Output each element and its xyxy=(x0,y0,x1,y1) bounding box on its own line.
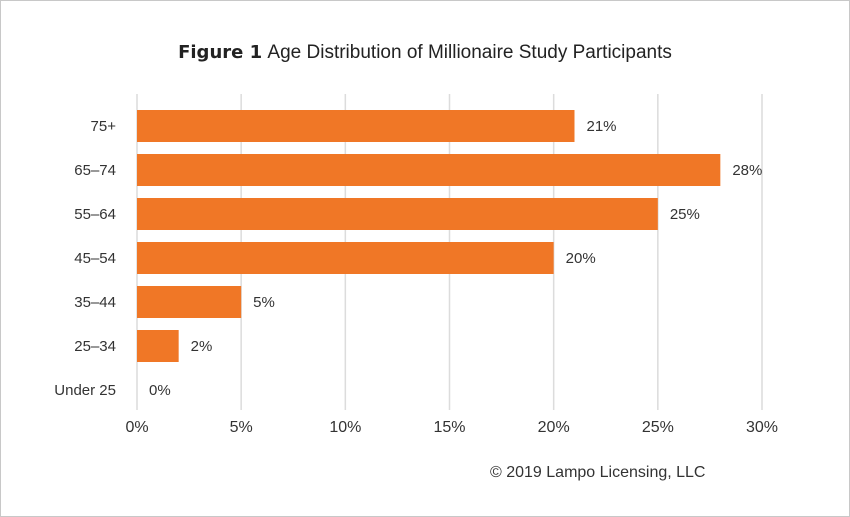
value-label: 0% xyxy=(149,382,171,399)
x-tick-label: 20% xyxy=(538,419,570,436)
x-tick-label: 30% xyxy=(746,419,778,436)
value-label: 20% xyxy=(566,250,596,267)
category-label: Under 25 xyxy=(54,382,116,399)
value-label: 28% xyxy=(732,162,762,179)
bar-2 xyxy=(137,198,658,230)
x-tick-label: 0% xyxy=(125,419,148,436)
value-label: 2% xyxy=(191,338,213,355)
figure-number: Figure 1 xyxy=(178,42,263,63)
chart-title-text: Age Distribution of Millionaire Study Pa… xyxy=(267,42,672,63)
bar-0 xyxy=(137,110,575,142)
copyright-notice: © 2019 Lampo Licensing, LLC xyxy=(490,464,706,481)
category-label: 65–74 xyxy=(74,162,116,179)
x-tick-label: 5% xyxy=(230,419,253,436)
x-tick-label: 10% xyxy=(329,419,361,436)
value-label: 25% xyxy=(670,206,700,223)
category-label: 55–64 xyxy=(74,206,116,223)
value-label: 5% xyxy=(253,294,275,311)
category-label: 75+ xyxy=(91,118,117,135)
bar-4 xyxy=(137,286,242,318)
bar-5 xyxy=(137,330,179,362)
x-tick-label: 25% xyxy=(642,419,674,436)
category-label: 45–54 xyxy=(74,250,116,267)
category-label: 35–44 xyxy=(74,294,116,311)
x-tick-label: 15% xyxy=(433,419,465,436)
value-label: 21% xyxy=(587,118,617,135)
chart-title: Figure 1 Age Distribution of Millionaire… xyxy=(0,42,850,64)
category-label: 25–34 xyxy=(74,338,116,355)
bar-3 xyxy=(137,242,554,274)
bar-1 xyxy=(137,154,721,186)
